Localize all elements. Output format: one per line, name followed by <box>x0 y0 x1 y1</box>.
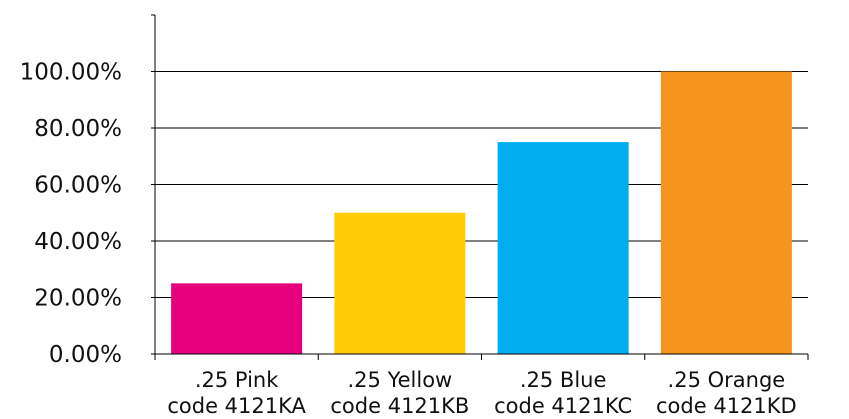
axes <box>151 14 809 360</box>
bar <box>334 212 466 354</box>
y-tick-label: 60.00% <box>34 173 122 199</box>
y-tick-label: 80.00% <box>34 116 122 142</box>
y-tick-label: 40.00% <box>34 229 122 255</box>
y-tick-label: 20.00% <box>34 286 122 312</box>
y-tick-labels: 0.00% 20.00% 40.00% 60.00% 80.00% 100.00% <box>20 60 122 369</box>
x-tick-label: .25 Orange <box>668 368 786 392</box>
bar <box>171 283 303 354</box>
x-tick-label-code: code 4121KD <box>656 394 797 418</box>
bar <box>660 71 792 354</box>
y-tick-label: 100.00% <box>20 60 122 86</box>
x-tick-label-code: code 4121KA <box>167 394 306 418</box>
x-tick-label: .25 Pink <box>195 368 279 392</box>
y-tick-label: 0.00% <box>49 342 122 368</box>
x-tick-label-code: code 4121KC <box>494 394 632 418</box>
x-tick-label: .25 Yellow <box>348 368 453 392</box>
x-tick-label-code: code 4121KB <box>330 394 469 418</box>
bars <box>171 71 792 354</box>
x-tick-label: .25 Blue <box>520 368 607 392</box>
bar <box>497 142 629 354</box>
